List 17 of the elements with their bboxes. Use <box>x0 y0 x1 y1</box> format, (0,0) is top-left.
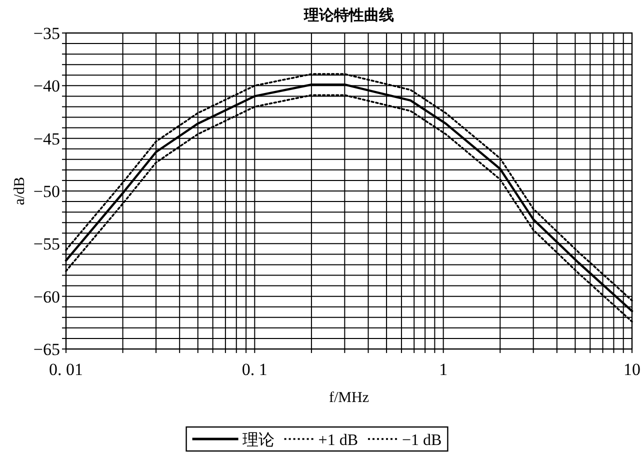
legend-label: +1 dB <box>318 432 358 449</box>
y-tick-label: −65 <box>33 340 60 359</box>
y-tick-label: −60 <box>33 287 60 306</box>
y-tick-label: −50 <box>33 182 60 201</box>
legend-label: −1 dB <box>402 432 442 449</box>
y-tick-label: −45 <box>33 129 60 148</box>
x-tick-label: 0. 01 <box>49 360 83 379</box>
y-axis-title: a/dB <box>12 176 28 206</box>
x-tick-label: 10 <box>624 360 640 379</box>
chart-title: 理论特性曲线 <box>303 7 394 24</box>
y-tick-label: −40 <box>33 76 60 96</box>
x-tick-label: 0. 1 <box>242 360 268 379</box>
y-tick-label: −35 <box>33 24 60 43</box>
x-axis-title: f/MHz <box>329 390 370 406</box>
legend-label: 理论 <box>242 432 274 449</box>
y-tick-label: −55 <box>33 234 60 254</box>
x-tick-label: 1 <box>439 360 448 379</box>
